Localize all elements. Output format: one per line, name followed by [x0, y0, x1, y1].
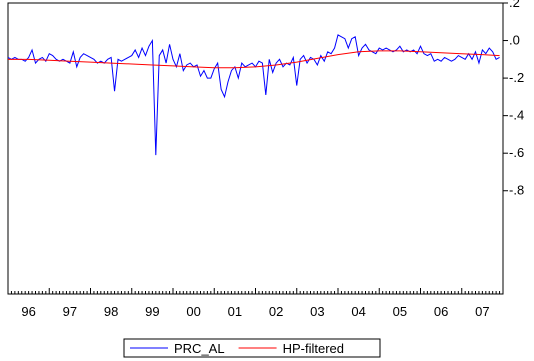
x-tick-label: 04 [351, 304, 365, 319]
series-group [7, 34, 500, 156]
x-tick-label: 99 [145, 304, 159, 319]
y-axis: .2 .0 -.2 -.4 -.6 -.8 [503, 0, 524, 198]
series-line-prc-al [7, 34, 500, 156]
y-tick-label: -.8 [509, 183, 524, 198]
legend-label-prc-al: PRC_AL [174, 341, 225, 356]
y-tick-label: .0 [509, 33, 520, 48]
plot-frame [7, 2, 504, 295]
legend: PRC_AL HP-filtered [123, 338, 381, 358]
x-tick-label: 07 [475, 304, 489, 319]
series-line-hp-filtered [8, 50, 500, 69]
x-tick-label: 97 [63, 304, 77, 319]
x-tick-label: 00 [186, 304, 200, 319]
x-tick-label: 03 [310, 304, 324, 319]
y-tick-label: -.2 [509, 70, 524, 85]
y-tick-label: .2 [509, 0, 520, 10]
x-tick-label: 96 [21, 304, 35, 319]
x-tick-label: 98 [104, 304, 118, 319]
x-tick-label: 05 [393, 304, 407, 319]
y-tick-label: -.4 [509, 108, 524, 123]
x-axis: 96 97 98 99 00 01 02 03 04 05 06 07 [7, 288, 504, 319]
x-tick-label: 01 [228, 304, 242, 319]
y-tick-label: -.6 [509, 145, 524, 160]
x-tick-label: 06 [434, 304, 448, 319]
legend-label-hp-filtered: HP-filtered [283, 341, 344, 356]
plot-frame-group [7, 2, 504, 295]
x-tick-label: 02 [269, 304, 283, 319]
